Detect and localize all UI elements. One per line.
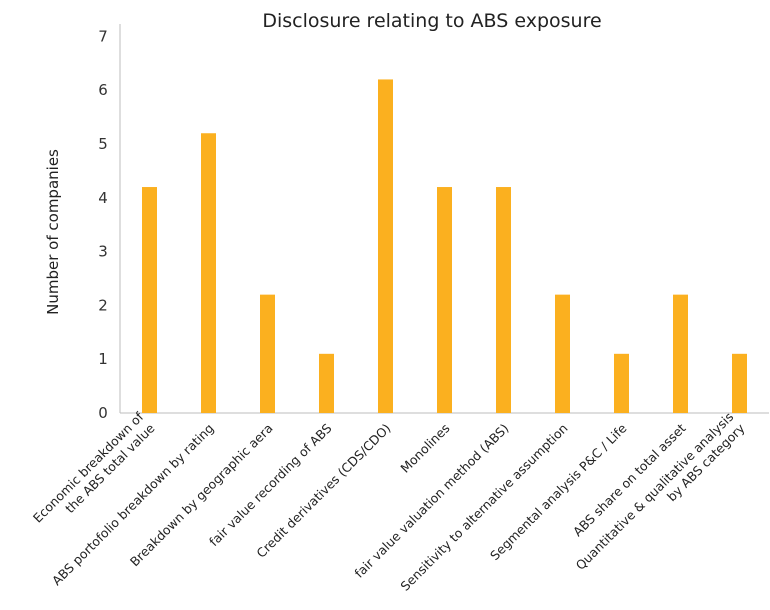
bar [614,353,629,413]
y-tick-label: 2 [98,296,108,314]
x-tick-label-line: fair value recording of ABS [206,420,335,549]
y-tick-label: 7 [98,27,108,45]
bar [437,187,452,413]
bar [142,187,157,413]
chart-title: Disclosure relating to ABS exposure [262,10,601,32]
y-tick-label: 6 [98,81,108,99]
x-tick-label: Quantitative & qualitative analysisby AB… [573,409,748,584]
x-axis-ticks: Economic breakdown ofthe ABS total value… [30,409,748,594]
x-tick-label: Monolines [397,421,452,476]
x-tick-label-line: Quantitative & qualitative analysis [573,409,737,573]
bar [555,294,570,413]
bar [260,294,275,413]
y-axis-label: Number of companies [44,149,62,315]
bar [732,353,747,413]
bar [201,133,216,414]
y-axis-ticks: 0 1 2 3 4 5 6 7 [98,27,108,422]
bars [142,79,747,414]
y-tick-label: 0 [98,404,108,422]
y-tick-label: 1 [98,350,108,368]
bar [496,187,511,413]
y-tick-label: 3 [98,243,108,261]
y-tick-label: 4 [98,189,108,207]
x-tick-label: fair value recording of ABS [206,420,335,549]
x-tick-label-line: Monolines [397,421,452,476]
bar [378,79,393,413]
bar [673,294,688,413]
x-tick-label: Economic breakdown ofthe ABS total value [30,409,158,537]
y-tick-label: 5 [98,135,108,153]
bar [319,353,334,413]
